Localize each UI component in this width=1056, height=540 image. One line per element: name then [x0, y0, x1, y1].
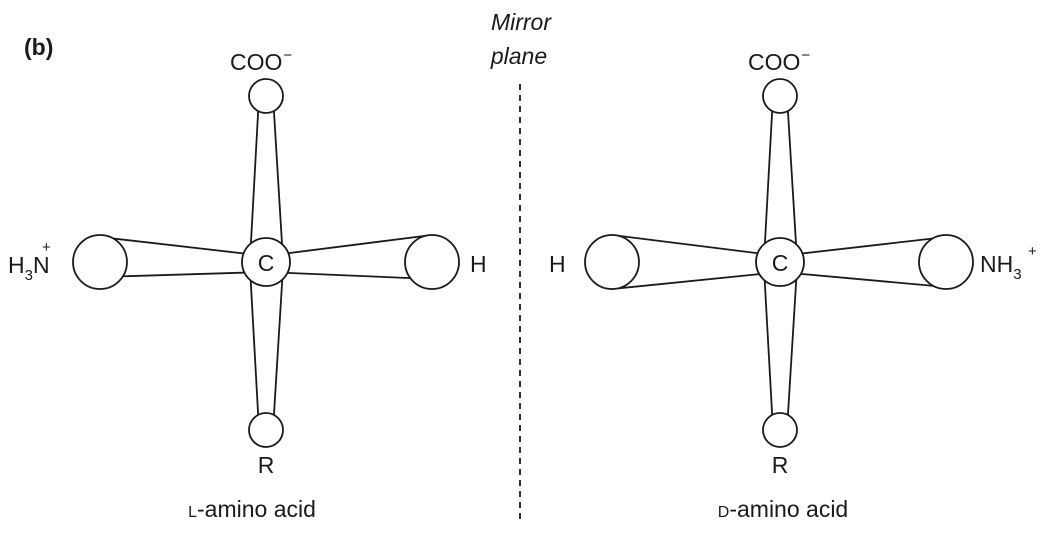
mirror-plane-label-line2: plane: [490, 43, 547, 69]
d-amino-acid-model: COO− C H NH3 + R D-amino acid: [549, 47, 1037, 522]
atom-r-group: [248, 412, 284, 448]
atom-carboxylate: [248, 78, 284, 114]
label-central-carbon: C: [258, 250, 275, 276]
caption-l-amino-acid: L-amino acid: [188, 496, 316, 522]
bond-top: [249, 95, 284, 261]
bond-top: [763, 95, 798, 261]
atom-central-carbon: [755, 237, 805, 287]
atom-hydrogen: [404, 234, 460, 290]
label-carboxylate: COO−: [748, 47, 810, 75]
atom-r-group: [762, 412, 798, 448]
mirror-plane-label-line1: Mirror: [491, 9, 552, 35]
label-amino-charge: +: [1028, 243, 1037, 260]
label-hydrogen: H: [470, 251, 487, 277]
panel-label: (b): [24, 34, 53, 60]
atom-amino: [918, 234, 974, 290]
bond-bottom: [763, 267, 798, 431]
bond-bottom: [249, 267, 284, 431]
label-r-group: R: [258, 452, 275, 478]
atom-hydrogen: [584, 234, 640, 290]
label-central-carbon: C: [772, 250, 789, 276]
atom-amino: [72, 234, 128, 290]
label-amino-charge: +: [42, 239, 51, 256]
label-amino-group: NH3: [980, 251, 1022, 283]
caption-d-amino-acid: D-amino acid: [718, 496, 848, 522]
label-carboxylate: COO−: [230, 47, 292, 75]
atom-carboxylate: [762, 78, 798, 114]
label-amino-group: H3N: [8, 252, 50, 284]
l-amino-acid-model: COO− C H3N + H R L-amino acid: [8, 47, 487, 522]
atom-central-carbon: [241, 237, 291, 287]
label-hydrogen: H: [549, 251, 566, 277]
label-r-group: R: [772, 452, 789, 478]
